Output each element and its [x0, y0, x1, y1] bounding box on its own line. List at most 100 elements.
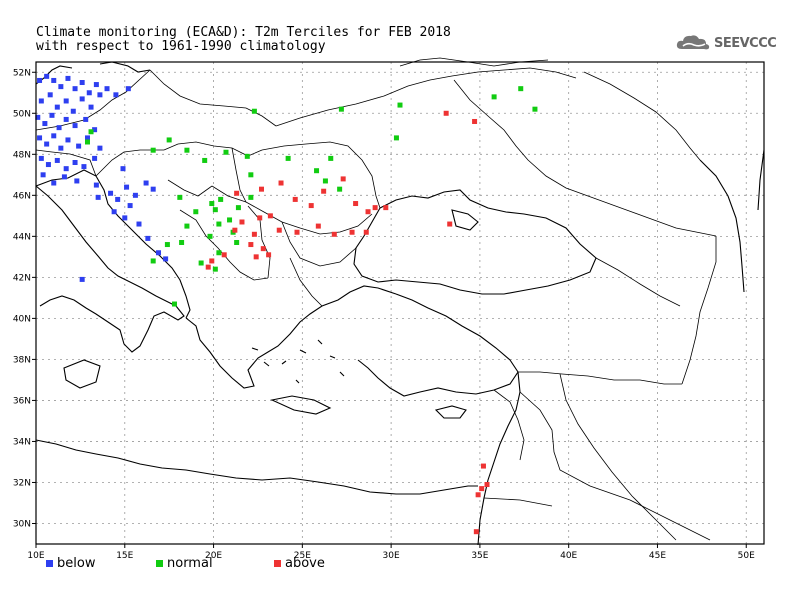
station-below	[83, 116, 89, 122]
station-below	[58, 145, 64, 151]
station-above	[340, 176, 346, 182]
station-below	[54, 104, 60, 110]
station-normal	[177, 194, 183, 200]
station-below	[156, 250, 162, 256]
station-below	[51, 180, 57, 186]
station-below	[97, 92, 103, 98]
station-above	[315, 223, 321, 229]
station-normal	[198, 260, 204, 266]
legend-label-above: above	[285, 556, 325, 571]
x-tick-label: 30E	[383, 551, 400, 561]
station-below	[124, 184, 130, 190]
station-normal	[285, 155, 291, 161]
station-below	[111, 209, 117, 215]
station-normal	[193, 209, 199, 215]
x-tick-label: 15E	[116, 551, 133, 561]
station-below	[79, 80, 85, 86]
y-tick-label: 40N	[13, 314, 31, 324]
station-above	[472, 118, 478, 124]
station-above	[475, 492, 481, 498]
station-above	[484, 482, 490, 488]
station-below	[56, 125, 62, 131]
station-above	[479, 486, 485, 492]
station-below	[51, 77, 57, 83]
station-below	[97, 145, 103, 151]
station-above	[266, 252, 272, 258]
station-normal	[88, 129, 94, 135]
seevccc-logo: SEEVCCC	[676, 33, 777, 53]
station-below	[44, 141, 50, 147]
station-above	[480, 463, 486, 469]
station-below	[113, 92, 119, 98]
station-normal	[337, 186, 343, 192]
station-below	[72, 123, 78, 129]
station-above	[443, 110, 449, 116]
x-tick-label: 45E	[649, 551, 666, 561]
station-below	[42, 121, 48, 127]
station-below	[70, 108, 76, 114]
station-normal	[171, 301, 177, 307]
station-normal	[84, 139, 90, 145]
station-below	[38, 98, 44, 104]
station-above	[260, 246, 266, 252]
x-tick-label: 25E	[294, 551, 311, 561]
legend-item-normal: normal	[156, 556, 213, 571]
station-normal	[184, 223, 190, 229]
legend-label-below: below	[57, 556, 96, 571]
station-below	[65, 75, 71, 81]
station-below	[143, 180, 149, 186]
station-markers	[35, 73, 538, 535]
legend-swatch-above	[274, 560, 281, 567]
station-above	[232, 227, 238, 233]
station-below	[84, 135, 90, 141]
station-above	[234, 190, 240, 196]
station-below	[54, 157, 60, 163]
x-tick-label: 40E	[560, 551, 577, 561]
station-normal	[207, 233, 213, 239]
station-below	[40, 172, 46, 178]
station-above	[365, 209, 371, 215]
station-above	[205, 264, 211, 270]
y-axis-ticks: 52N 50N 48N 46N 44N 42N 40N 38N 36N 34N 32N 30N	[13, 68, 36, 529]
station-normal	[216, 250, 222, 256]
station-normal	[518, 86, 524, 92]
station-normal	[227, 217, 233, 223]
station-above	[294, 229, 300, 235]
station-normal	[244, 153, 250, 159]
station-below	[49, 112, 55, 118]
station-normal	[218, 196, 224, 202]
station-above	[331, 231, 337, 237]
station-below	[74, 178, 80, 184]
station-below	[108, 190, 114, 196]
station-above	[248, 242, 254, 248]
station-below	[61, 174, 67, 180]
station-below	[35, 114, 41, 120]
station-above	[292, 196, 298, 202]
legend-swatch-below	[46, 560, 53, 567]
station-below	[44, 73, 50, 79]
station-above	[278, 180, 284, 186]
station-below	[120, 166, 126, 172]
station-above	[383, 205, 389, 211]
station-above	[209, 258, 215, 264]
station-normal	[212, 207, 218, 213]
station-normal	[184, 147, 190, 153]
station-below	[122, 215, 128, 221]
station-below	[125, 86, 131, 92]
station-below	[63, 166, 69, 172]
legend-item-below: below	[46, 556, 95, 571]
y-tick-label: 46N	[13, 191, 31, 201]
station-normal	[393, 135, 399, 141]
graticule	[35, 62, 764, 544]
station-normal	[397, 102, 403, 108]
station-below	[72, 160, 78, 166]
station-above	[321, 188, 327, 194]
station-normal	[164, 242, 170, 248]
station-normal	[322, 178, 328, 184]
station-normal	[532, 106, 538, 112]
station-normal	[234, 239, 240, 245]
station-below	[95, 194, 101, 200]
station-normal	[251, 108, 257, 114]
station-below	[127, 203, 133, 209]
station-above	[267, 213, 273, 219]
